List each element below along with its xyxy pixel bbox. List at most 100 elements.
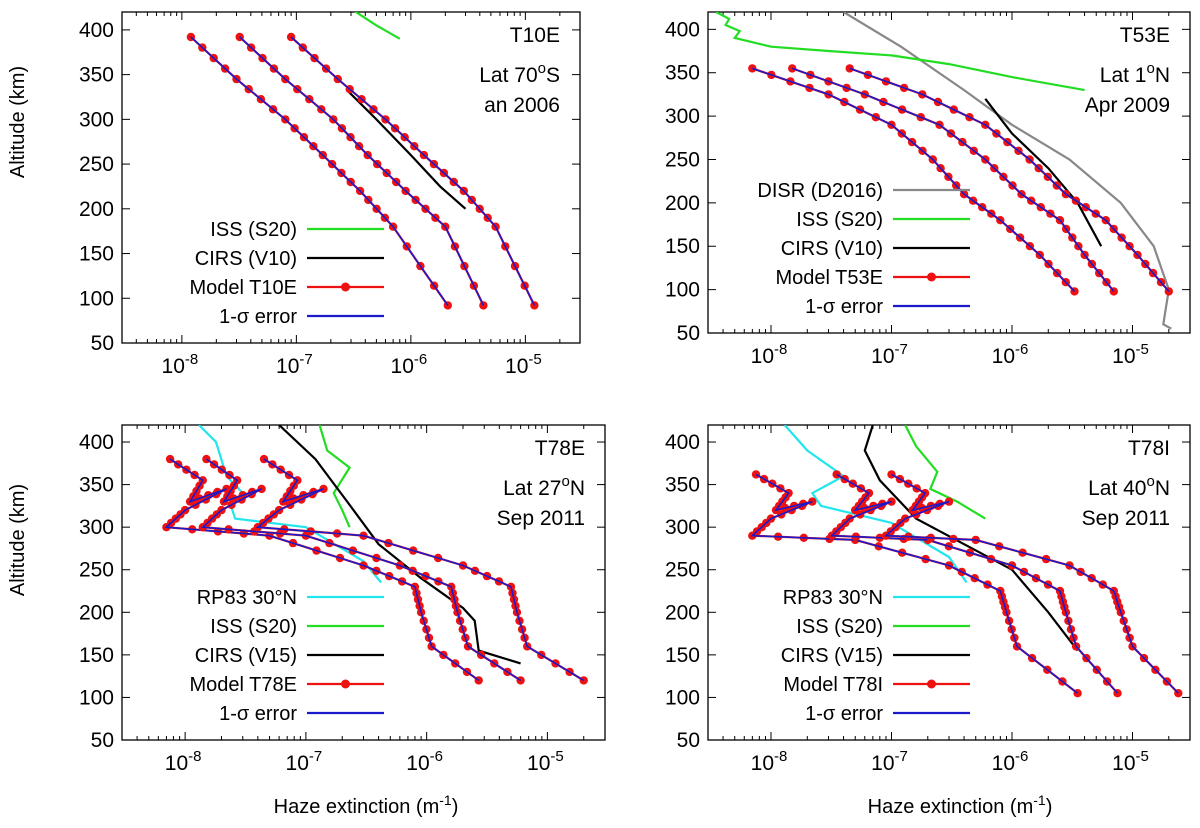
x-tick-exponent: -5 [1136,748,1149,765]
annotation-degree: o [1146,473,1154,490]
panel-annotation: Lat 40oN [1088,473,1170,500]
annotation-rest: N [1155,477,1170,500]
legend: ISS (S20) CIRS (V10) Model T10E 1-σ error [190,219,384,328]
x-tick-base: 10 [162,355,185,378]
annotation-degree: o [538,60,546,77]
iss-line [318,425,352,528]
legend-label: 1-σ error [805,296,883,318]
x-tick-base: 10 [276,355,299,378]
x-tick-base: 10 [1112,345,1135,368]
error-line [752,67,1076,292]
plot-area [748,425,1183,698]
panel-annotation: Apr 2009 [1085,94,1170,117]
y-tick-label: 50 [677,322,700,345]
y-tick-label: 400 [665,431,700,454]
x-tick-exponent: -7 [299,351,312,368]
error-line [190,36,449,306]
x-tick-base: 10 [992,752,1015,775]
panel-title: T10E [510,24,560,47]
y-tick-label: 300 [79,516,114,539]
error-line [830,473,1119,694]
cirs-line [984,98,1103,247]
y-tick-label: 150 [665,644,700,667]
annotation-degree: o [561,473,569,490]
model-point [751,470,761,479]
y-tick-label: 50 [677,729,700,752]
x-tick-exponent: -7 [895,341,908,358]
error-line [849,67,1170,292]
x-axis-label-left-main: Haze extinction (m [274,796,440,818]
iss-line [904,425,986,520]
annotation-main: Lat 40 [1088,477,1146,500]
x-tick-label: 10-7 [286,748,323,775]
y-tick-label: 150 [665,235,700,258]
panel-title: T78E [535,437,585,460]
x-tick-base: 10 [992,345,1015,368]
x-tick-exponent: -6 [414,351,427,368]
cirs-line [278,425,521,665]
error-line [255,458,585,682]
annotation-degree: o [1146,60,1154,77]
x-tick-exponent: -5 [528,351,541,368]
x-tick-label: 10-5 [1112,748,1149,775]
y-tick-label: 300 [665,516,700,539]
panel-annotation: Lat 27oN [503,473,585,500]
cirs-line [863,425,1079,652]
x-tick-base: 10 [391,355,414,378]
annotation-main: Lat 70 [479,64,537,87]
x-tick-label: 10-8 [751,748,788,775]
legend-marker [341,282,350,292]
legend-label: ISS (S20) [796,209,883,231]
error-line [750,473,1079,694]
error-line [164,458,480,682]
x-tick-label: 10-5 [505,351,542,378]
annotation-main: Apr 2009 [1085,94,1170,117]
x-axis-label-left-sup: -1 [439,792,452,808]
x-axis-label-right-sup: -1 [1033,792,1046,808]
y-tick-label: 300 [79,108,114,131]
annotation-main: an 2006 [484,94,560,117]
legend: DISR (D2016) ISS (S20) CIRS (V10) Model T53… [757,180,970,318]
y-tick-label: 400 [79,431,114,454]
y-tick-label: 200 [665,601,700,624]
panel-title: T53E [1120,24,1170,47]
x-tick-base: 10 [1112,752,1135,775]
y-tick-label: 350 [665,474,700,497]
annotation-rest: N [1155,64,1170,87]
x-axis-label-right: Haze extinction (m-1) [868,792,1053,818]
y-tick-label: 200 [79,198,114,221]
y-tick-label: 200 [665,192,700,215]
legend-label: 1-σ error [219,703,297,725]
x-tick-label: 10-6 [992,748,1029,775]
plot-area [162,425,588,685]
y-tick-label: 250 [79,559,114,582]
y-tick-label: 100 [79,686,114,709]
legend-label: Model T53E [776,267,883,289]
y-axis-label-bottom: Altitude (km) [7,484,29,596]
x-tick-exponent: -6 [430,748,443,765]
legend: RP83 30°N ISS (S20) CIRS (V15) Model T78E 1-… [190,587,384,725]
x-tick-base: 10 [871,345,894,368]
y-tick-label: 50 [91,729,114,752]
y-tick-label: 350 [79,64,114,87]
y-tick-label: 250 [665,148,700,171]
cirs-line [346,89,467,210]
rp83-line [783,425,968,584]
x-tick-exponent: -7 [895,748,908,765]
legend-label: CIRS (V15) [781,645,883,667]
y-tick-label: 350 [79,474,114,497]
y-tick-label: 350 [665,62,700,85]
legend-label: ISS (S20) [210,616,297,638]
x-tick-base: 10 [165,752,188,775]
x-tick-label: 10-7 [871,341,908,368]
x-tick-label: 10-7 [871,748,908,775]
iss-line [715,12,1085,92]
legend-label: ISS (S20) [796,616,883,638]
model-point [165,454,175,464]
y-tick-label: 150 [79,243,114,266]
error-line [884,473,1179,694]
model-point [832,470,841,479]
